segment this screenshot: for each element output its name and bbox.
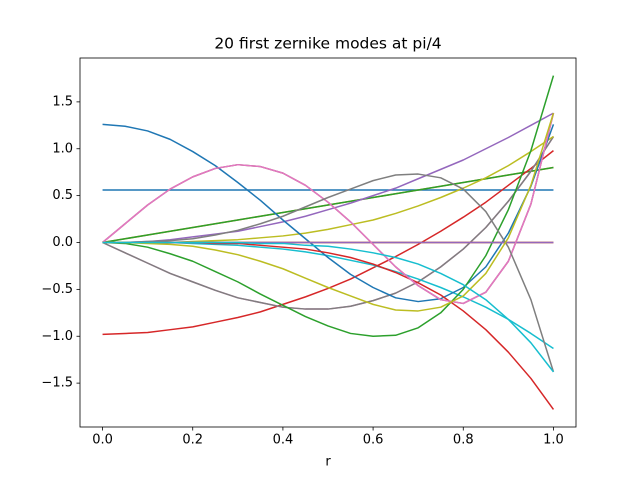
line-series (102, 112, 555, 305)
line-series (102, 136, 555, 310)
line-series (102, 75, 555, 337)
line-series (102, 241, 555, 373)
line-series (102, 112, 554, 244)
x-tick-label: 0.6 (363, 433, 384, 448)
line-series (102, 150, 554, 336)
chart-title: 20 first zernike modes at pi/4 (214, 35, 441, 53)
axes-frame (79, 57, 577, 428)
line-series (102, 112, 555, 312)
x-tick-label: 0.4 (273, 433, 294, 448)
x-tick-label: 0.2 (182, 433, 203, 448)
x-axis-label: r (325, 455, 331, 470)
y-tick-label: 0.5 (52, 188, 73, 203)
x-tick-label: 0.0 (92, 433, 113, 448)
x-tick-label: 1.0 (543, 433, 564, 448)
y-tick-label: 1.0 (52, 141, 73, 156)
y-tick-label: 1.5 (52, 94, 73, 109)
x-tick-label: 0.8 (453, 433, 474, 448)
y-tick-label: 0.0 (52, 235, 73, 250)
y-tick-label: −1.5 (41, 376, 73, 391)
line-series (102, 123, 555, 303)
y-tick-label: −0.5 (41, 282, 73, 297)
y-tick-label: −1.0 (41, 329, 73, 344)
line-series (102, 166, 554, 244)
line-series (102, 173, 555, 373)
line-series (102, 112, 555, 305)
line-series (102, 136, 555, 310)
